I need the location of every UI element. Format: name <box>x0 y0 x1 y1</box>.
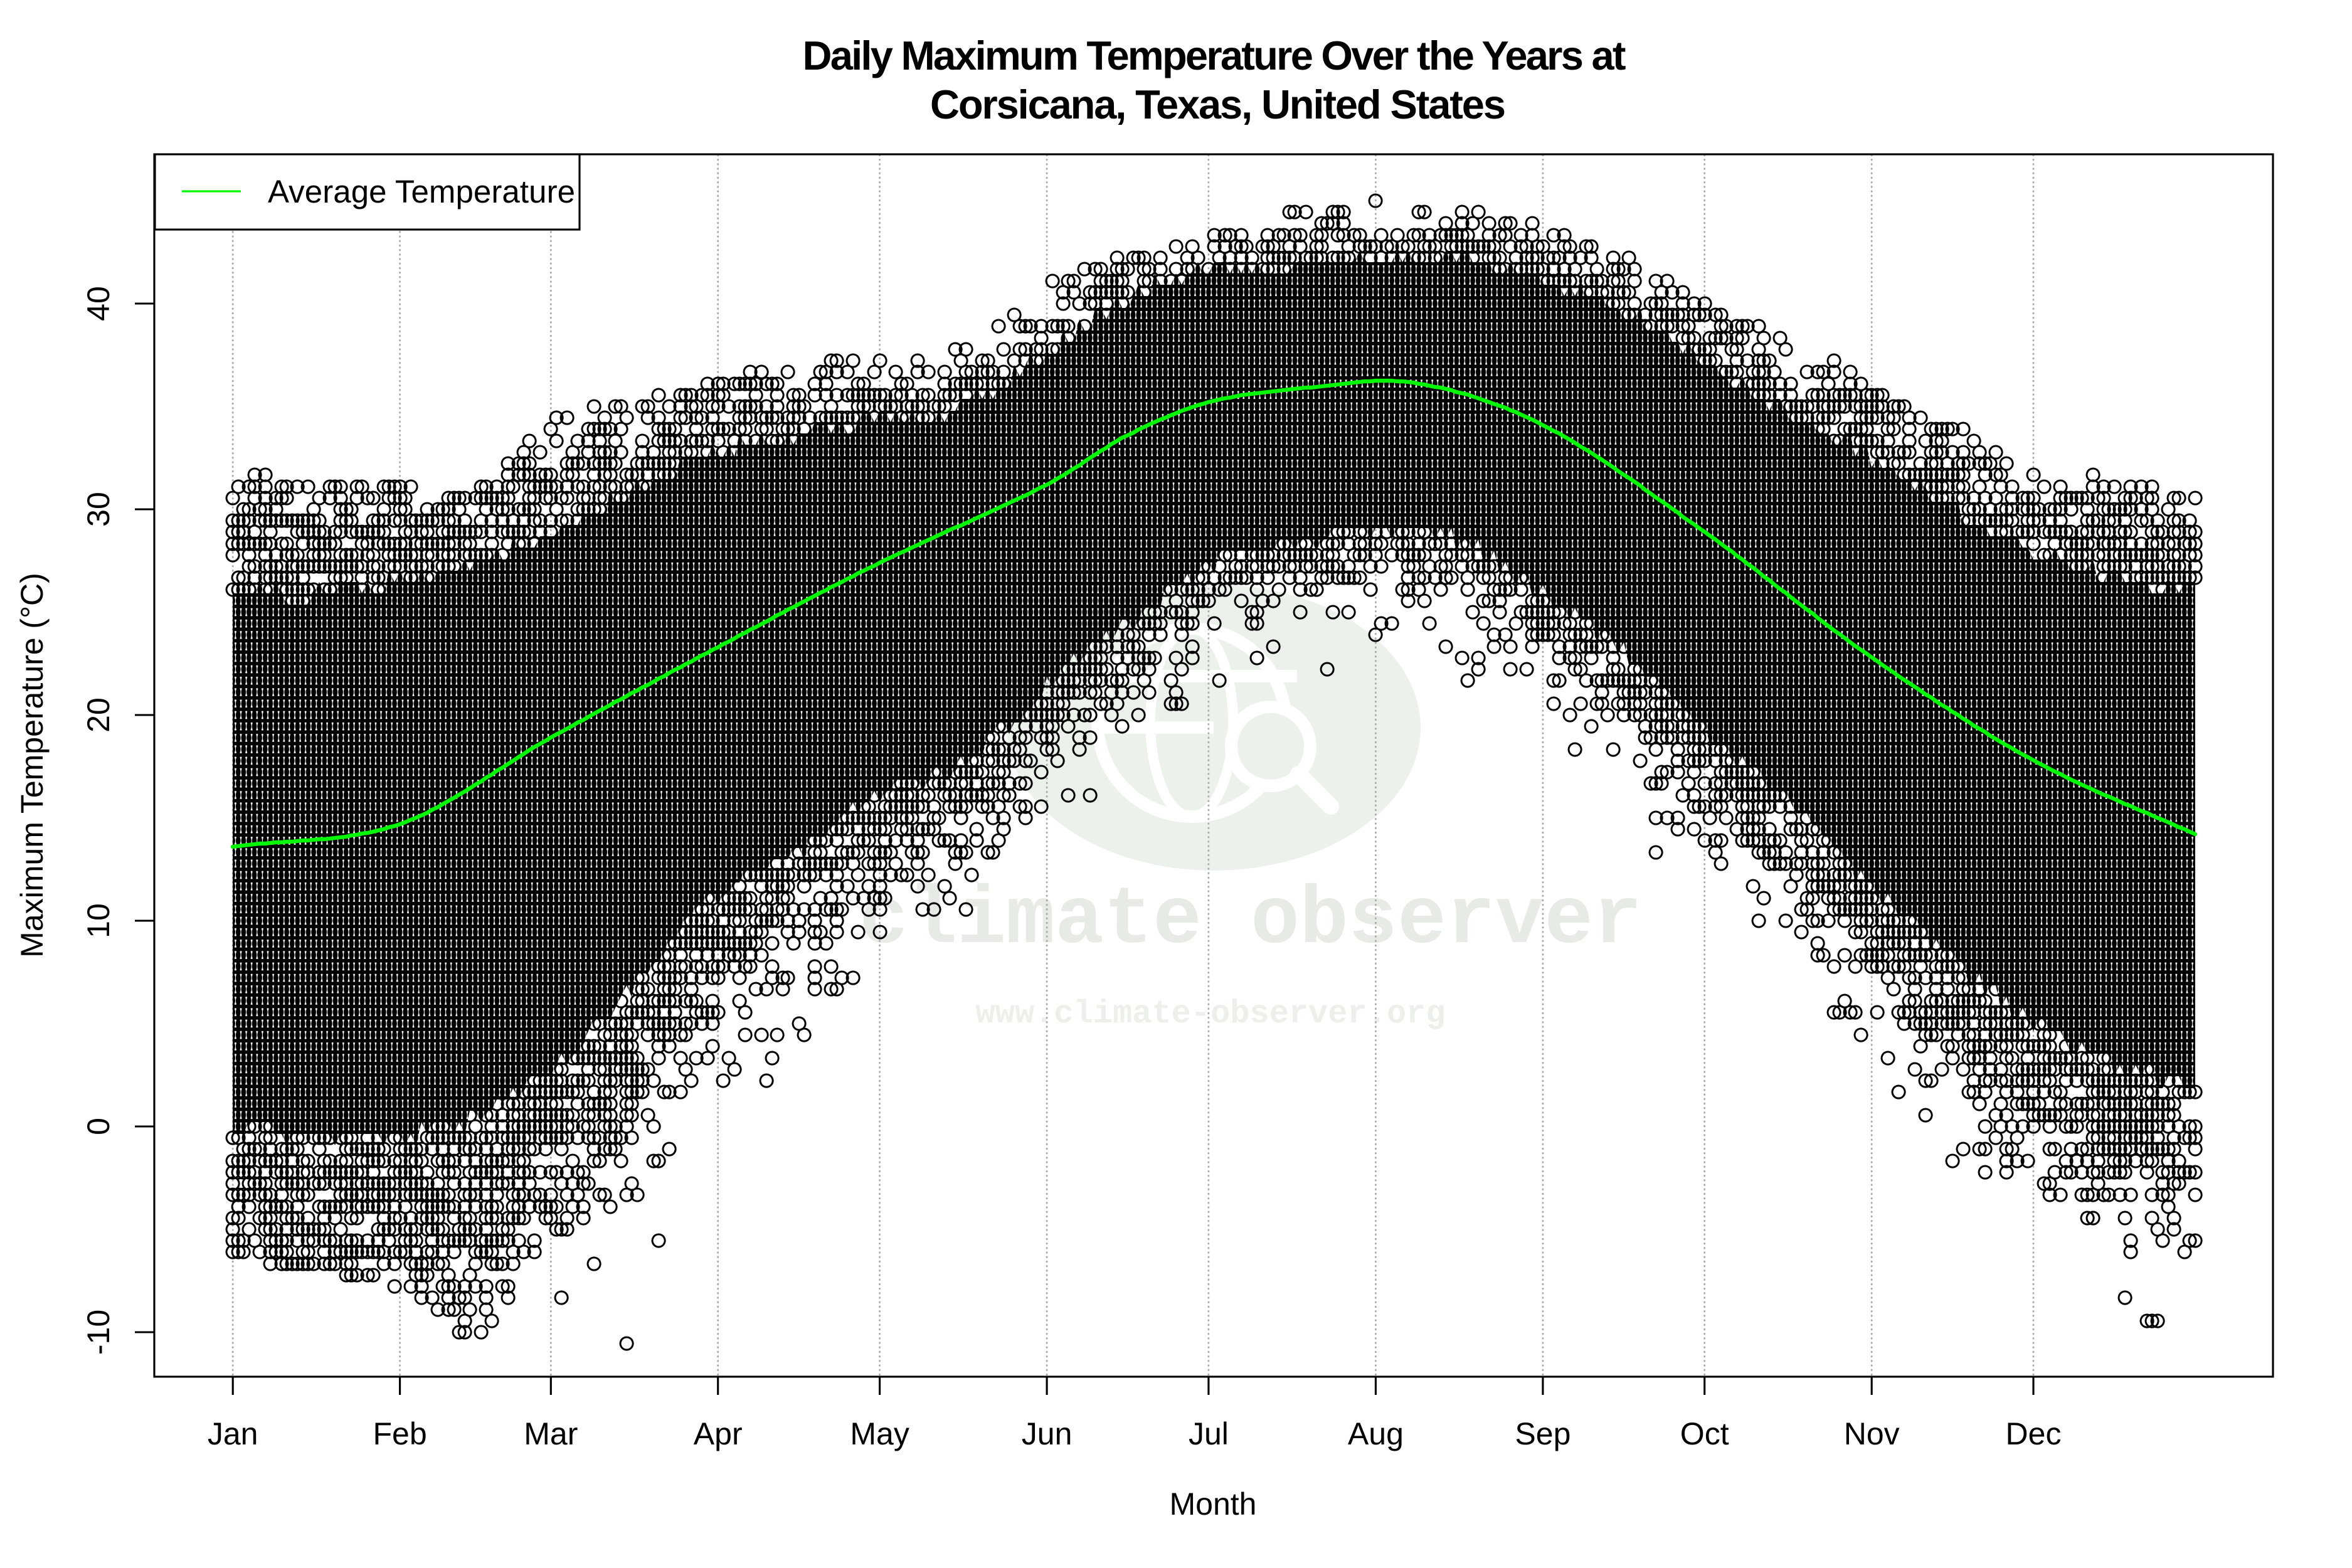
svg-text:Month: Month <box>1170 1486 1257 1522</box>
svg-text:Feb: Feb <box>373 1416 427 1451</box>
svg-text:climate observer: climate observer <box>859 875 1642 967</box>
svg-text:Maximum Temperature (°C): Maximum Temperature (°C) <box>14 573 50 958</box>
svg-text:Dec: Dec <box>2006 1416 2062 1451</box>
svg-text:10: 10 <box>81 903 116 938</box>
svg-text:Jul: Jul <box>1189 1416 1229 1451</box>
svg-text:Average Temperature: Average Temperature <box>268 174 575 209</box>
svg-text:30: 30 <box>81 492 116 527</box>
svg-text:20: 20 <box>81 697 116 733</box>
svg-text:Corsicana, Texas, United State: Corsicana, Texas, United States <box>930 82 1506 127</box>
svg-text:Aug: Aug <box>1348 1416 1404 1451</box>
svg-text:40: 40 <box>81 286 116 321</box>
svg-text:May: May <box>850 1416 909 1451</box>
svg-text:www.climate-observer.org: www.climate-observer.org <box>976 995 1446 1032</box>
svg-text:-10: -10 <box>81 1310 116 1355</box>
svg-text:Jan: Jan <box>208 1416 258 1451</box>
svg-text:Apr: Apr <box>694 1416 743 1451</box>
svg-text:Nov: Nov <box>1844 1416 1900 1451</box>
svg-text:Oct: Oct <box>1680 1416 1729 1451</box>
svg-text:Sep: Sep <box>1515 1416 1571 1451</box>
svg-text:Daily Maximum Temperature Over: Daily Maximum Temperature Over the Years… <box>803 33 1626 78</box>
svg-text:0: 0 <box>81 1118 116 1135</box>
svg-text:Jun: Jun <box>1022 1416 1073 1451</box>
svg-text:Mar: Mar <box>524 1416 578 1451</box>
